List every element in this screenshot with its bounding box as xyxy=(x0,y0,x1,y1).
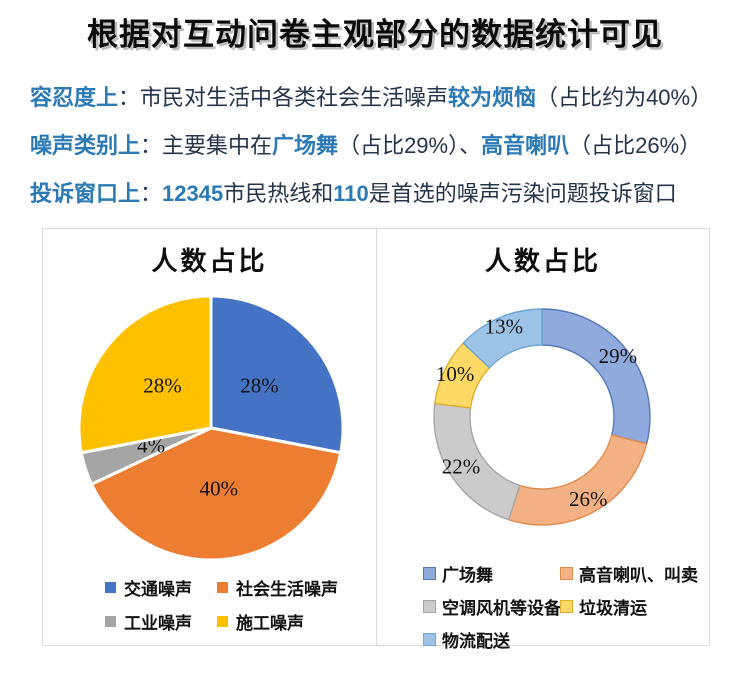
pie-chart-svg: 28%40%4%28% xyxy=(77,294,345,562)
pie-slice-1 xyxy=(90,426,343,562)
emphasis-text: 高音喇叭 xyxy=(481,133,570,158)
donut-slice-0 xyxy=(541,308,651,445)
legend-marker-logistics xyxy=(423,633,436,646)
legend-label: 垃圾清运 xyxy=(579,599,647,618)
slice-data-label: 13% xyxy=(485,315,524,339)
legend-label: 广场舞 xyxy=(442,566,493,585)
legend-item: 社会生活噪声 xyxy=(217,575,338,600)
slice-data-label: 28% xyxy=(143,374,182,398)
legend-label: 高音喇叭、叫卖 xyxy=(579,566,698,585)
emphasis-text: 12345 xyxy=(162,181,224,206)
legend-item: 广场舞 xyxy=(423,561,560,586)
legend-item: 高音喇叭、叫卖 xyxy=(560,561,698,586)
legend-item: 垃圾清运 xyxy=(560,594,698,619)
pie-legend: 交通噪声 社会生活噪声 工业噪声 施工噪声 xyxy=(105,575,338,634)
body-text: 市民热线和 xyxy=(223,181,334,206)
legend-item: 物流配送 xyxy=(423,627,560,652)
body-text: 市民对生活中各类社会生活噪声 xyxy=(140,85,449,110)
emphasis-text: 噪声类别上 xyxy=(30,133,141,158)
slice-data-label: 40% xyxy=(200,476,239,500)
slice-data-label: 10% xyxy=(436,362,475,386)
emphasis-text: 容忍度上 xyxy=(30,85,119,110)
bullet-line-noise-category: 噪声类别上：主要集中在广场舞（占比29%）、高音喇叭（占比26%） xyxy=(30,122,750,170)
legend-marker-traffic xyxy=(105,582,116,593)
body-text: （占比约为40%） xyxy=(536,85,713,110)
legend-label: 交通噪声 xyxy=(124,580,192,599)
pie-chart-panel: 人数占比 28% 40% 4% 28% 交通噪声 社会生活噪声 工业噪声 施工噪声 xyxy=(42,228,377,646)
legend-marker-square-dance xyxy=(423,567,436,580)
legend-label: 工业噪声 xyxy=(124,614,192,633)
legend-label: 施工噪声 xyxy=(236,614,304,633)
legend-item: 空调风机等设备 xyxy=(423,594,561,619)
legend-marker-garbage-collection xyxy=(560,600,573,613)
donut-chart-svg: 29% 26% 22% 10% 13% xyxy=(433,308,651,526)
slice-data-label: 28% xyxy=(240,374,279,398)
emphasis-text: 广场舞 xyxy=(272,133,339,158)
emphasis-text: 较为烦恼 xyxy=(448,85,537,110)
legend-marker-construction xyxy=(217,616,228,627)
legend-item: 工业噪声 xyxy=(105,609,217,634)
legend-label: 空调风机等设备 xyxy=(442,599,561,618)
body-text: （占比29%）、 xyxy=(338,133,482,158)
legend-marker-industrial xyxy=(105,616,116,627)
donut-chart-title: 人数占比 xyxy=(484,247,601,276)
donut-slice-4 xyxy=(462,308,543,369)
page-title: 根据对互动问卷主观部分的数据统计可见 xyxy=(87,17,663,52)
legend-item: 施工噪声 xyxy=(217,609,338,634)
body-text: ： xyxy=(140,181,163,206)
legend-item: 交通噪声 xyxy=(105,575,217,600)
bullet-line-complaint-channel: 投诉窗口上：12345市民热线和110是首选的噪声污染问题投诉窗口 xyxy=(30,170,750,218)
pie-chart-title: 人数占比 xyxy=(151,247,268,276)
donut-chart-panel: 人数占比 29% 26% 22% 10% 13% 广场舞 高音喇叭、叫卖 空调风机等设备 xyxy=(376,228,710,651)
body-text: 主要集中在 xyxy=(162,133,273,158)
emphasis-text: 110 xyxy=(333,181,369,206)
legend-label: 物流配送 xyxy=(442,632,510,651)
legend-marker-social-life xyxy=(217,582,228,593)
legend-marker-hvac-equipment xyxy=(423,600,436,613)
legend-marker-loudspeaker xyxy=(560,567,573,580)
slice-data-label: 26% xyxy=(569,487,608,511)
summary-bullets: 容忍度上：市民对生活中各类社会生活噪声较为烦恼（占比约为40%） 噪声类别上：主… xyxy=(30,74,750,218)
body-text: （占比26%） xyxy=(569,133,702,158)
body-text: ： xyxy=(118,85,141,110)
slice-data-label: 29% xyxy=(599,344,638,368)
body-text: 是首选的噪声污染问题投诉窗口 xyxy=(368,181,677,206)
emphasis-text: 投诉窗口上 xyxy=(30,181,141,206)
bullet-line-tolerance: 容忍度上：市民对生活中各类社会生活噪声较为烦恼（占比约为40%） xyxy=(30,74,750,122)
donut-legend: 广场舞 高音喇叭、叫卖 空调风机等设备 垃圾清运 物流配送 xyxy=(423,561,698,652)
pie-slice-0 xyxy=(209,294,345,455)
body-text: ： xyxy=(140,133,163,158)
infographic-page: 根据对互动问卷主观部分的数据统计可见 容忍度上：市民对生活中各类社会生活噪声较为… xyxy=(0,12,750,693)
legend-label: 社会生活噪声 xyxy=(236,580,338,599)
slice-data-label: 22% xyxy=(442,454,481,478)
charts-row: 人数占比 28% 40% 4% 28% 交通噪声 社会生活噪声 工业噪声 施工噪声 xyxy=(42,228,750,651)
donut-slice-1 xyxy=(507,434,648,526)
pie-slice-3 xyxy=(77,294,213,455)
